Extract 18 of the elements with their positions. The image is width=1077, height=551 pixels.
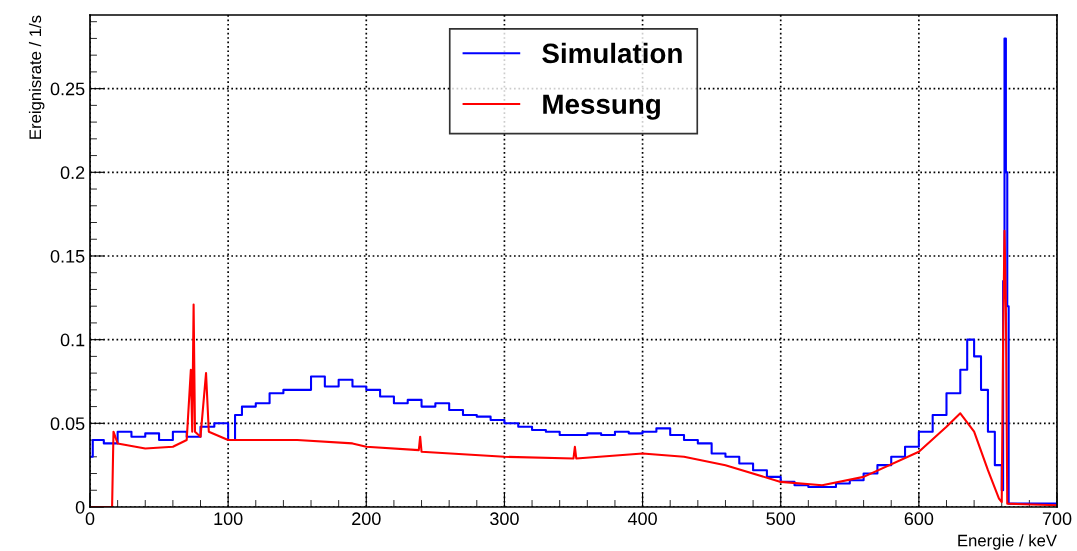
legend-label: Simulation <box>542 42 682 64</box>
y-axis-title: Ereignisrate / 1/s <box>28 15 45 139</box>
y-tick-label: 0.1 <box>60 333 85 347</box>
x-tick-label: 0 <box>85 512 95 526</box>
x-axis-title: Energie / keV <box>958 534 1057 550</box>
x-tick-label: 600 <box>904 512 934 526</box>
y-tick-label: 0.2 <box>60 166 85 180</box>
y-tick-label: 0 <box>75 500 85 514</box>
legend-label: Messung <box>543 94 660 120</box>
x-tick-label: 500 <box>766 512 796 526</box>
x-tick-label: 700 <box>1042 512 1072 526</box>
y-tick-label: 0.25 <box>50 82 85 96</box>
x-tick-label: 300 <box>490 512 519 526</box>
y-tick-label: 0.15 <box>50 249 85 263</box>
x-tick-label: 100 <box>214 512 243 526</box>
x-tick-label: 400 <box>627 512 657 526</box>
y-tick-label: 0.05 <box>50 417 85 431</box>
x-tick-label: 200 <box>352 512 381 526</box>
